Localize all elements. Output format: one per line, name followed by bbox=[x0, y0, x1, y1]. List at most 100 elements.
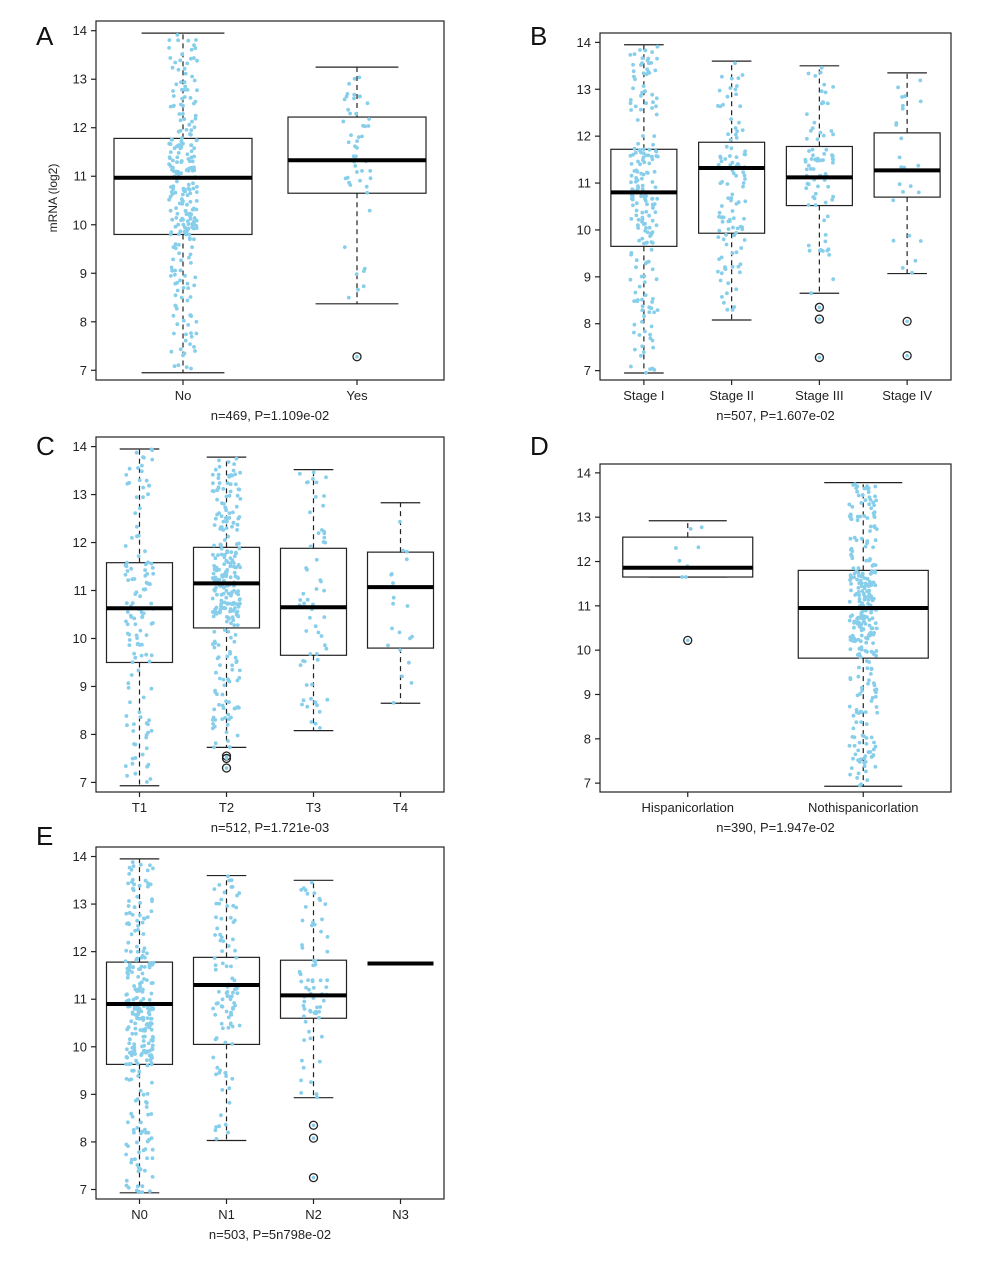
data-point bbox=[644, 153, 649, 158]
data-point bbox=[810, 147, 815, 152]
data-point bbox=[631, 86, 635, 91]
data-point bbox=[873, 583, 878, 588]
data-point bbox=[819, 101, 824, 106]
data-point bbox=[852, 620, 857, 625]
data-point bbox=[725, 182, 730, 186]
data-point bbox=[357, 75, 362, 80]
data-point bbox=[214, 605, 219, 610]
data-point bbox=[721, 102, 725, 107]
outlier-point bbox=[902, 316, 912, 327]
data-point bbox=[214, 1137, 219, 1141]
data-point bbox=[138, 506, 142, 511]
data-point bbox=[192, 283, 197, 288]
data-point bbox=[647, 225, 652, 230]
data-point bbox=[212, 956, 217, 960]
data-point bbox=[855, 776, 860, 780]
data-point bbox=[629, 364, 633, 369]
data-point bbox=[729, 146, 734, 151]
data-point bbox=[172, 364, 177, 369]
data-point bbox=[184, 365, 189, 369]
data-point bbox=[630, 195, 635, 200]
data-point bbox=[217, 577, 222, 582]
group-stage-i: Stage I bbox=[610, 44, 678, 403]
data-point bbox=[213, 741, 218, 746]
data-point bbox=[872, 525, 877, 530]
data-point bbox=[183, 71, 188, 76]
panel-letter: E bbox=[36, 821, 53, 851]
data-point bbox=[743, 177, 747, 181]
data-point bbox=[135, 1184, 140, 1189]
data-point bbox=[850, 504, 855, 509]
data-point bbox=[386, 643, 390, 648]
data-point bbox=[187, 159, 192, 164]
data-point bbox=[849, 552, 853, 557]
panel-b: B 7 8 9 10 11 12 13 14 Stage I Stage II Stage III St… bbox=[530, 21, 952, 423]
data-point bbox=[864, 640, 869, 645]
data-point bbox=[126, 1120, 130, 1125]
data-point bbox=[813, 203, 818, 208]
data-point bbox=[137, 967, 141, 971]
data-point bbox=[806, 163, 811, 168]
data-point bbox=[302, 601, 306, 606]
data-point bbox=[139, 862, 143, 867]
data-point bbox=[132, 742, 136, 746]
data-point bbox=[849, 766, 854, 770]
data-point bbox=[145, 1092, 150, 1096]
data-point bbox=[650, 50, 654, 54]
data-point bbox=[186, 182, 191, 187]
data-point bbox=[680, 575, 684, 579]
data-point bbox=[177, 232, 181, 237]
data-point bbox=[318, 978, 323, 983]
data-point bbox=[231, 920, 236, 924]
outlier-point bbox=[308, 1120, 319, 1130]
data-point bbox=[368, 169, 373, 173]
data-point bbox=[300, 702, 304, 707]
data-point bbox=[132, 1130, 136, 1135]
data-point bbox=[212, 567, 217, 572]
data-point bbox=[186, 168, 191, 173]
data-point bbox=[233, 655, 238, 660]
data-point bbox=[302, 1007, 307, 1011]
y-tick-label: 7 bbox=[80, 1182, 87, 1197]
data-point bbox=[640, 183, 645, 188]
data-point bbox=[865, 576, 870, 581]
data-point bbox=[855, 518, 860, 523]
data-point bbox=[150, 1046, 155, 1051]
data-point bbox=[805, 112, 809, 116]
data-point bbox=[312, 891, 317, 896]
data-point bbox=[228, 997, 233, 1002]
data-point bbox=[322, 615, 327, 619]
data-point bbox=[211, 722, 216, 726]
iqr-box bbox=[105, 961, 174, 1065]
data-point bbox=[135, 894, 140, 899]
data-point bbox=[224, 1074, 229, 1078]
data-point bbox=[143, 878, 148, 883]
y-tick-label: 10 bbox=[577, 643, 591, 658]
data-point bbox=[855, 484, 860, 489]
data-point bbox=[635, 299, 640, 304]
data-point bbox=[361, 284, 366, 289]
data-point bbox=[720, 204, 724, 208]
data-point bbox=[364, 184, 369, 189]
data-point bbox=[130, 601, 135, 606]
y-tick-label: 12 bbox=[73, 120, 87, 135]
data-point bbox=[853, 482, 857, 486]
data-point bbox=[123, 764, 128, 768]
data-point bbox=[306, 978, 310, 982]
data-point bbox=[168, 150, 173, 155]
data-point bbox=[360, 169, 364, 173]
data-point bbox=[139, 1131, 143, 1136]
data-point bbox=[857, 599, 862, 604]
y-tick-label: 12 bbox=[73, 535, 87, 550]
data-point bbox=[738, 270, 742, 275]
data-point bbox=[219, 592, 224, 597]
data-point bbox=[188, 295, 193, 299]
data-point bbox=[171, 158, 175, 163]
data-point bbox=[149, 621, 154, 626]
outlier-fill bbox=[311, 1136, 316, 1140]
data-point bbox=[858, 514, 863, 519]
data-point bbox=[314, 480, 319, 485]
data-point bbox=[816, 184, 820, 189]
data-point bbox=[136, 928, 140, 932]
data-point bbox=[903, 94, 907, 99]
